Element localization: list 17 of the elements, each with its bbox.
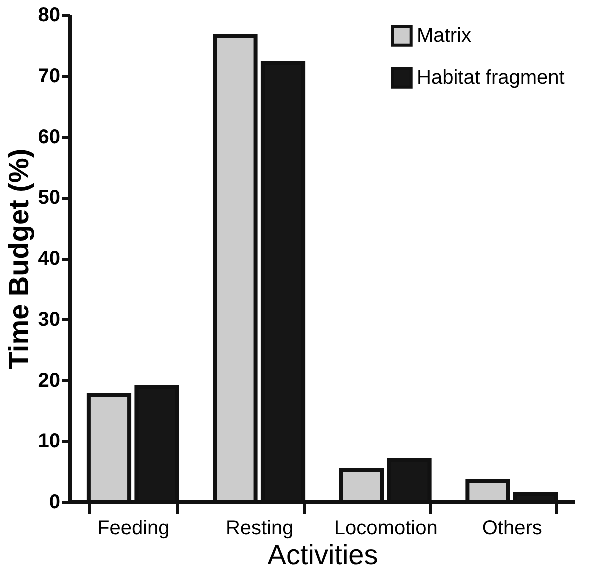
x-tick-label: Others: [482, 518, 542, 540]
y-tick-label: 30: [38, 308, 60, 331]
y-tick-label: 0: [49, 492, 60, 514]
x-tick-label: Locomotion: [334, 518, 438, 540]
y-tick-label: 10: [38, 430, 60, 453]
y-tick-label: 80: [38, 4, 60, 26]
legend-label: Matrix: [417, 25, 472, 47]
x-axis-title: Activities: [268, 540, 378, 570]
y-tick-label: 50: [38, 187, 60, 210]
legend-label: Habitat fragment: [417, 67, 566, 89]
y-tick-label: 60: [38, 126, 60, 148]
y-axis-title: Time Budget (%): [3, 148, 34, 370]
x-tick-label: Resting: [226, 518, 294, 540]
x-tick-label: Feeding: [97, 518, 170, 540]
y-tick-label: 20: [38, 370, 60, 392]
y-tick-label: 70: [38, 65, 60, 88]
y-tick-label: 40: [38, 248, 60, 270]
